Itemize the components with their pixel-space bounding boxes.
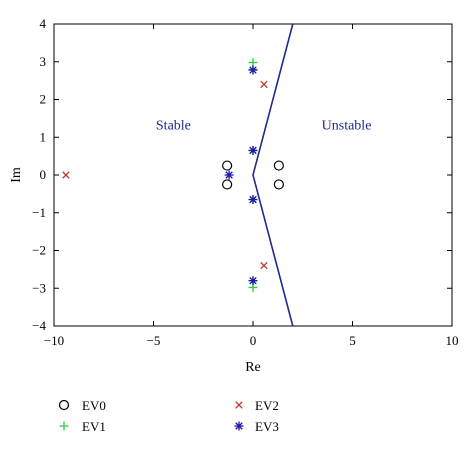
data-point-ev3 [248, 195, 258, 205]
stability-boundary-line [252, 23, 294, 327]
y-tick-label: 2 [40, 92, 47, 107]
legend-label-ev2: EV2 [255, 398, 279, 413]
y-tick-label: 4 [40, 16, 47, 31]
region-label-stable: Stable [156, 119, 191, 134]
y-tick-label: −2 [32, 243, 46, 258]
x-tick-label: 0 [250, 333, 257, 348]
x-axis-label: Re [245, 360, 261, 375]
legend-label-ev3: EV3 [255, 419, 279, 434]
legend-label-ev1: EV1 [82, 419, 106, 434]
data-point-ev0 [273, 160, 284, 171]
data-point-ev2 [260, 80, 268, 89]
legend-label-ev0: EV0 [82, 398, 106, 413]
data-point-ev3 [248, 145, 258, 155]
y-tick-label: 0 [40, 167, 47, 182]
x-tick-label: 10 [446, 333, 459, 348]
data-point-ev2 [62, 171, 70, 179]
data-point-ev2 [260, 261, 268, 270]
data-point-ev3 [248, 276, 258, 286]
legend-marker-ev2 [235, 401, 243, 409]
x-tick-label: 5 [349, 333, 356, 348]
legend-marker-ev1 [59, 421, 69, 431]
x-tick-label: −10 [44, 333, 64, 348]
y-axis-label: Im [9, 167, 24, 183]
y-tick-label: −4 [32, 318, 46, 333]
y-tick-label: −3 [32, 280, 46, 295]
legend: EV0 EV1 EV2 EV3 [58, 398, 279, 434]
legend-marker-ev0 [58, 399, 70, 411]
data-point-ev0 [222, 160, 233, 171]
data-point-ev0 [273, 179, 284, 190]
y-tick-label: 3 [40, 54, 47, 69]
legend-marker-ev3 [234, 421, 244, 431]
region-label-unstable: Unstable [322, 119, 372, 134]
data-point-ev3 [224, 170, 234, 180]
y-tick-label: 1 [40, 129, 47, 144]
data-point-ev3 [248, 65, 258, 75]
x-tick-label: −5 [147, 333, 161, 348]
y-tick-label: −1 [32, 205, 46, 220]
data-point-ev0 [222, 179, 233, 190]
